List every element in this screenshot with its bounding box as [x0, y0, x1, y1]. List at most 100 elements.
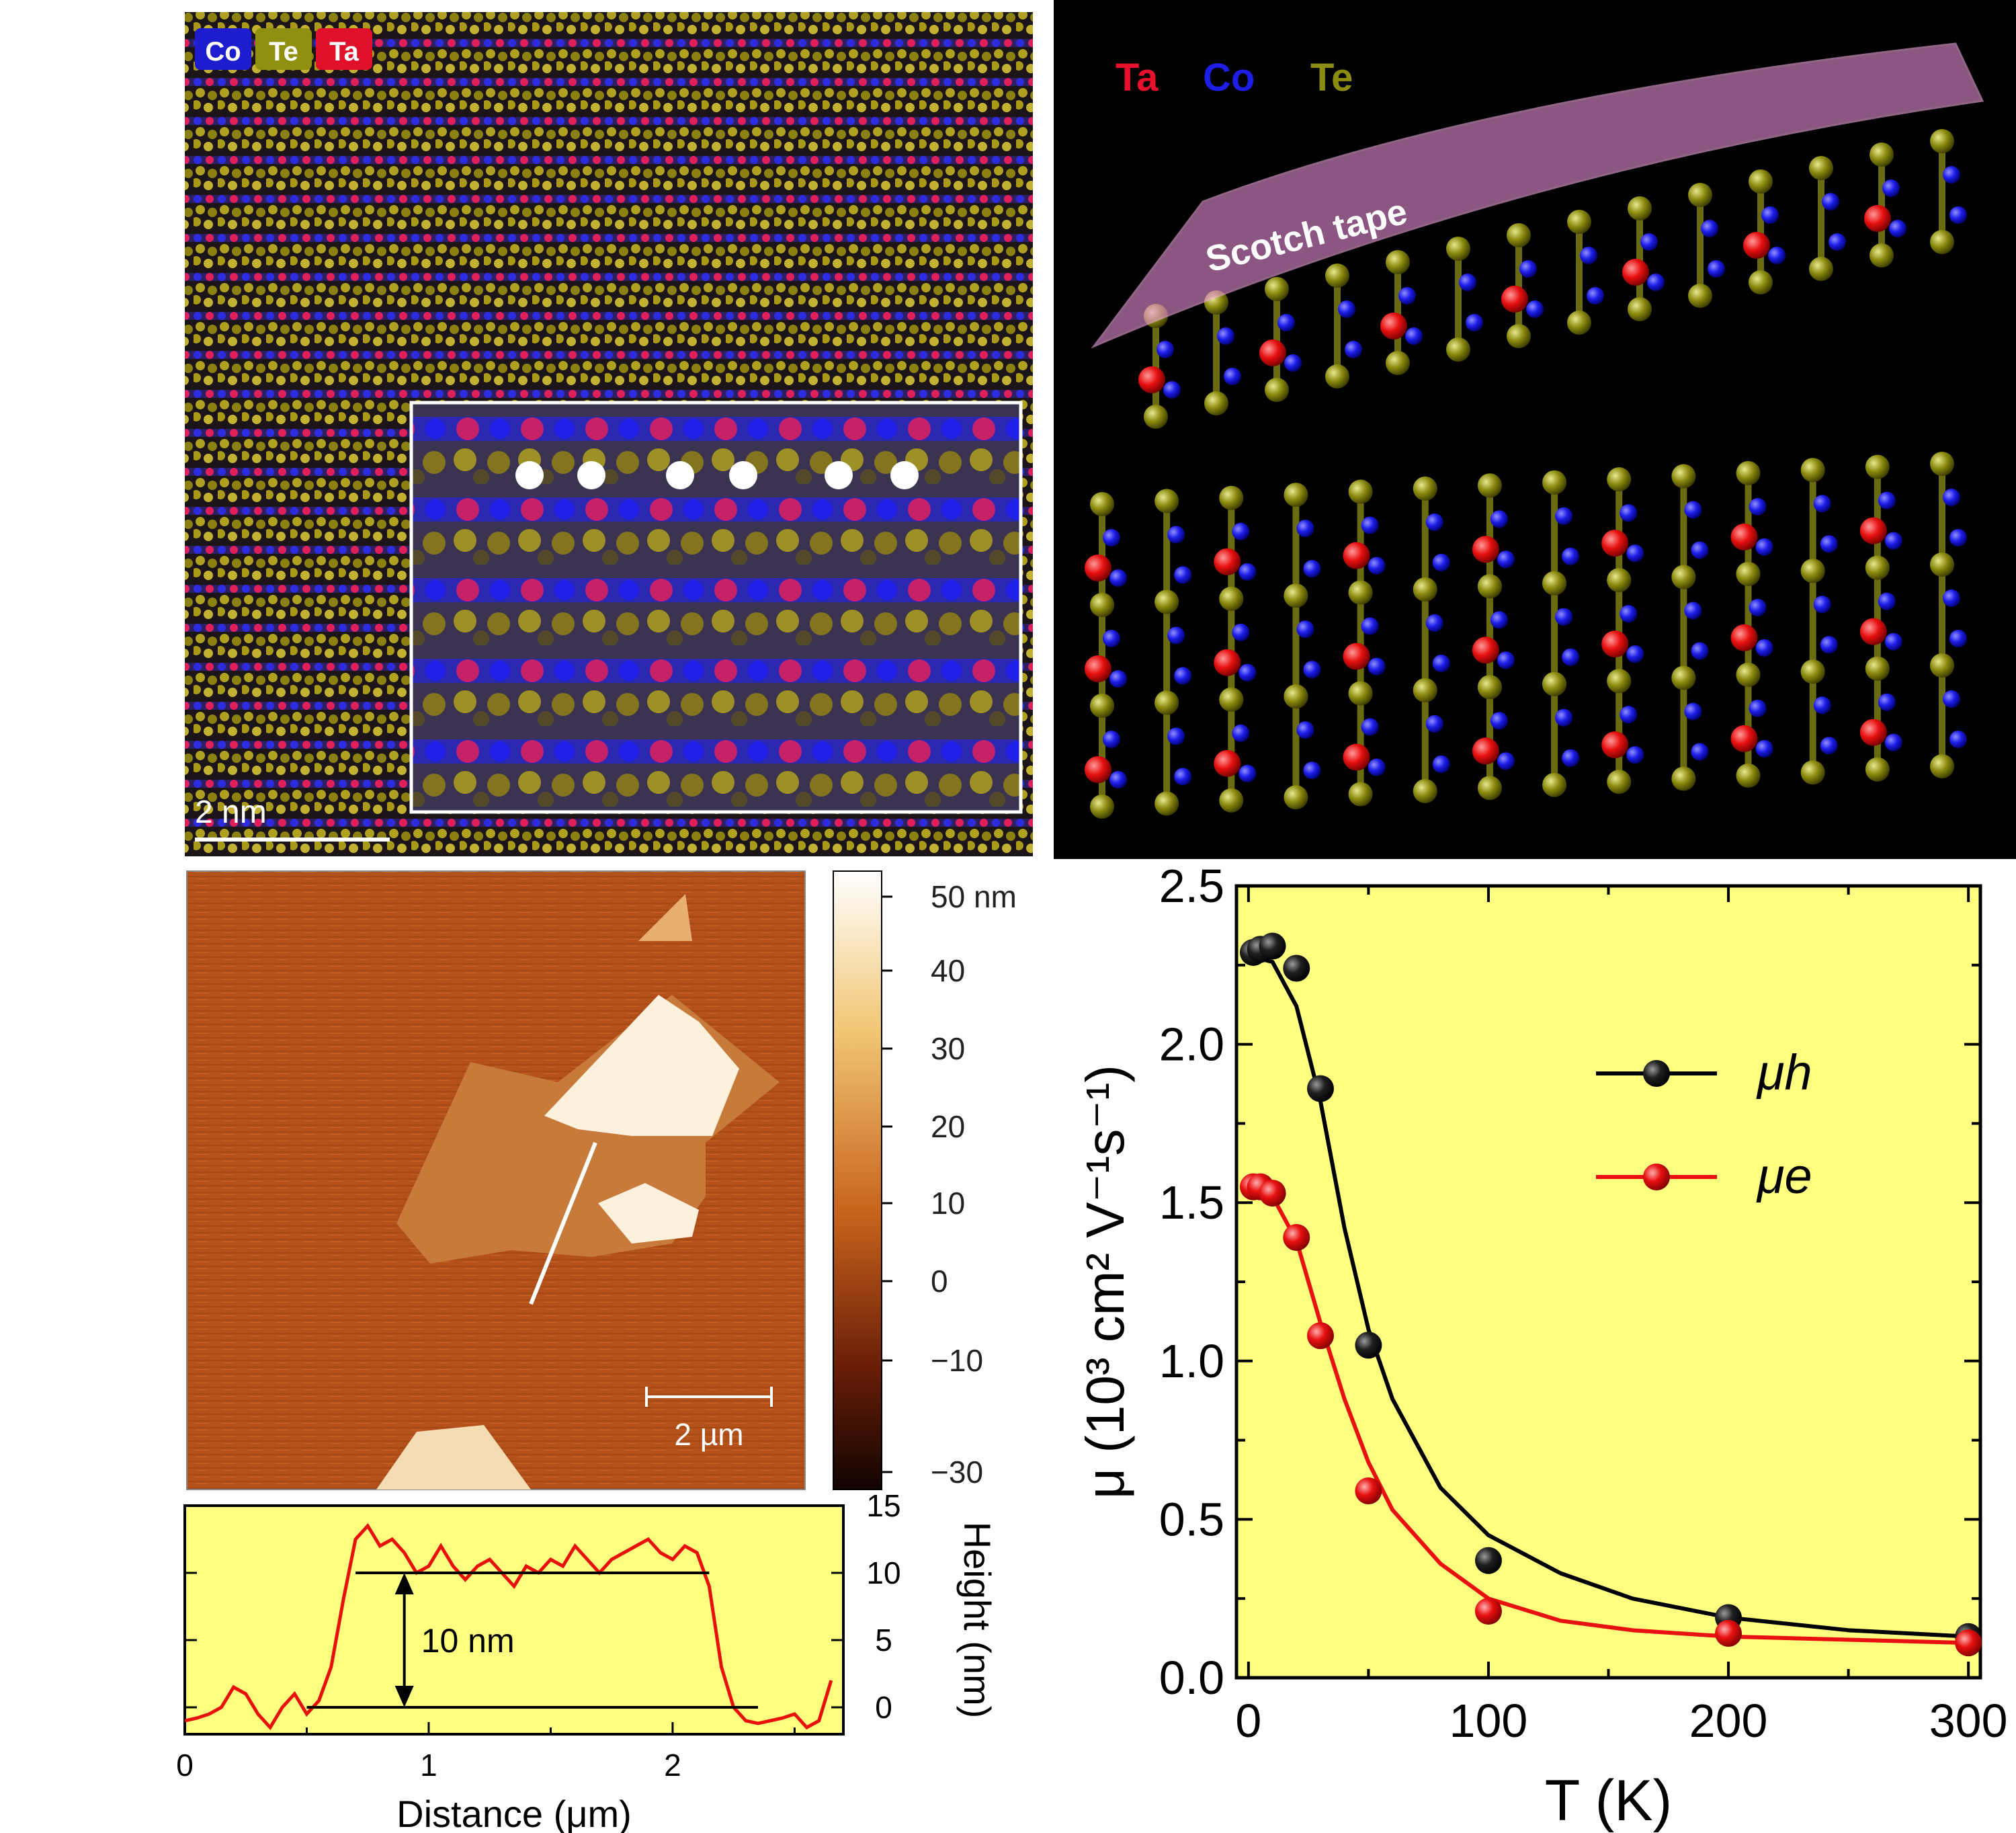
lower-slab-co-atom: [1884, 633, 1902, 651]
lower-slab-te-atom: [1930, 553, 1954, 577]
lower-slab-co-atom: [1691, 743, 1709, 761]
lower-slab-co-atom: [1943, 589, 1960, 607]
lower-slab-te-atom: [1865, 555, 1890, 580]
height-profile-chart: 0 1 2 0 5 10 15 10 nm Distance (μm) Height (nm): [176, 1488, 999, 1833]
lower-slab-co-atom: [1238, 663, 1257, 682]
afm-scale-bar: 2 µm: [645, 1387, 773, 1452]
upper-layer-co-atom: [1284, 354, 1302, 372]
lower-slab-co-atom: [1238, 764, 1257, 782]
lower-slab-te-atom: [1413, 577, 1437, 602]
lower-slab-te-atom: [1219, 485, 1244, 510]
legend-hole-label: μh: [1756, 1045, 1812, 1100]
lower-slab-te-atom: [1090, 593, 1114, 617]
upper-layer-ta-atom: [1138, 366, 1165, 393]
legend-electron-label: μe: [1756, 1148, 1812, 1204]
upper-layer-te-atom: [1567, 210, 1591, 234]
stem-scale-bar: 2 nm: [195, 795, 390, 842]
upper-layer-co-atom: [1701, 220, 1718, 237]
lower-slab-te-atom: [1219, 586, 1244, 611]
stem-legend-swatch-co: [195, 28, 251, 70]
lower-slab-co-atom: [1749, 598, 1767, 616]
upper-layer-co-atom: [1526, 300, 1544, 318]
lower-slab-te-atom: [1736, 763, 1761, 788]
upper-layer-co-atom: [1708, 260, 1725, 278]
afm-scale-bar-label: 2 µm: [674, 1417, 743, 1452]
mobility-ytick-label: 0.5: [1159, 1493, 1224, 1545]
upper-layer-co-atom: [1405, 327, 1423, 345]
lower-slab-co-atom: [1425, 513, 1443, 531]
afm-flake-fragment: [598, 1183, 699, 1244]
lower-slab-ta-atom: [1214, 548, 1241, 575]
lower-slab-te-atom: [1477, 675, 1502, 700]
lower-slab-ta-atom: [1085, 555, 1111, 581]
lower-slab-te-atom: [1219, 687, 1244, 712]
stem-legend-label-co: Co: [205, 37, 241, 67]
lower-slab-te-atom: [1154, 489, 1179, 514]
lower-slab-ta-atom: [1472, 737, 1499, 765]
inset-dot-5: [825, 461, 853, 489]
lower-slab-te-atom: [1865, 454, 1890, 479]
mobility-plot-area: [1234, 884, 1982, 1680]
upper-layer-co-atom: [1277, 314, 1295, 331]
lower-slab-te-atom: [1800, 458, 1825, 483]
upper-layer-co-atom: [1345, 341, 1362, 358]
lower-slab-te-atom: [1090, 694, 1114, 718]
lower-slab-co-atom: [1497, 752, 1515, 770]
lower-slab-co-atom: [1755, 739, 1773, 758]
lower-slab-te-atom: [1219, 788, 1244, 813]
upper-layer-co-atom: [1338, 300, 1355, 318]
inset-dot-2: [577, 461, 605, 489]
mobility-ytick-label: 2.5: [1159, 860, 1224, 912]
lower-slab-te-atom: [1477, 574, 1502, 599]
lower-slab-ta-atom: [1601, 530, 1629, 557]
stem-scale-bar-label: 2 nm: [195, 795, 267, 830]
upper-layer-co-atom: [1882, 179, 1900, 197]
lower-slab-co-atom: [1626, 645, 1644, 663]
lower-slab-te-atom: [1154, 791, 1179, 816]
profile-x-axis-label: Distance (μm): [396, 1793, 632, 1833]
lower-slab-te-atom: [1090, 492, 1114, 516]
lower-slab-co-atom: [1361, 718, 1379, 736]
afm-bottom-flake: [376, 1425, 531, 1490]
upper-layer-te-atom: [1809, 257, 1833, 281]
structure-legend-ta: Ta: [1116, 56, 1159, 99]
upper-layer-ta-atom: [1259, 339, 1286, 366]
profile-plot-area: [183, 1504, 845, 1736]
lower-slab-te-atom: [1930, 452, 1954, 476]
scotch-tape-sheet: [1091, 42, 1984, 349]
lower-slab-co-atom: [1943, 690, 1960, 708]
inset-dot-3: [666, 461, 694, 489]
afm-flake-thick-region: [544, 995, 739, 1136]
lower-slab-te-atom: [1736, 662, 1761, 687]
colorbar-tick-label: 30: [931, 1031, 965, 1066]
upper-layer-te-atom: [1628, 297, 1652, 321]
lower-slab-te-atom: [1800, 559, 1825, 583]
lower-slab-ta-atom: [1343, 542, 1370, 569]
profile-height-trace: [185, 1522, 833, 1731]
lower-slab-te-atom: [1671, 766, 1696, 791]
lower-slab-co-atom: [1626, 746, 1644, 764]
lower-slab-co-atom: [1303, 560, 1321, 578]
afm-small-flake: [638, 894, 692, 941]
lower-slab-co-atom: [1109, 771, 1127, 788]
upper-layer-co-atom: [1822, 193, 1839, 210]
lower-slab-co-atom: [1368, 758, 1386, 776]
lower-slab-co-atom: [1490, 712, 1508, 730]
lower-slab-te-atom: [1154, 589, 1179, 614]
structure-panel: Ta Co Te Scotch tape: [1054, 0, 2016, 859]
lower-slab-te-atom: [1284, 583, 1308, 608]
lower-slab-ta-atom: [1730, 725, 1758, 752]
upper-layer-co-atom: [1459, 274, 1476, 291]
lower-slab-te-atom: [1865, 757, 1890, 782]
lower-slab-co-atom: [1620, 504, 1638, 522]
lower-slab-co-atom: [1425, 614, 1443, 632]
upper-layer-ta-atom: [1380, 313, 1407, 339]
stem-inset: [409, 401, 1023, 814]
lower-slab-te-atom: [1413, 778, 1437, 803]
mobility-xtick-label: 100: [1450, 1695, 1528, 1747]
lower-slab-ta-atom: [1859, 719, 1887, 746]
mobility-ytick-label: 1.0: [1159, 1335, 1224, 1387]
upper-layer-ta-atom: [1501, 286, 1528, 313]
lower-slab-co-atom: [1878, 693, 1896, 711]
lower-slab-te-atom: [1154, 690, 1179, 715]
